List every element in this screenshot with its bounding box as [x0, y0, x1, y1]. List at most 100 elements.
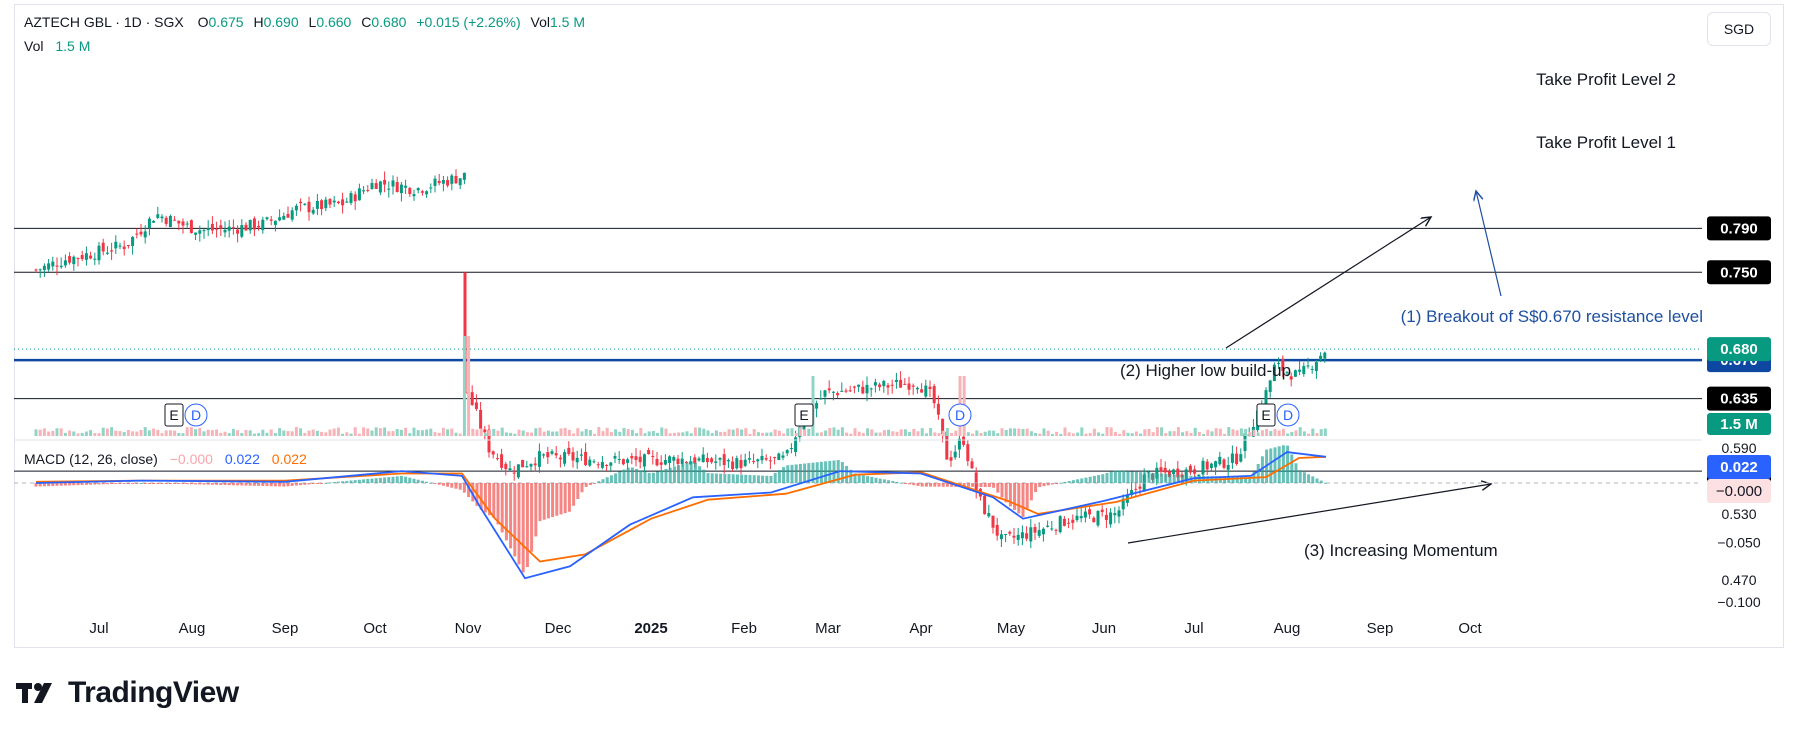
macd-legend-label[interactable]: MACD (12, 26, close) [24, 451, 158, 467]
pre-candle-4 [51, 256, 55, 271]
event-marker-0-1: D [184, 403, 208, 427]
post-candle-68 [752, 453, 756, 465]
volume-bar-53 [257, 433, 261, 436]
macd-hist-bar-120 [538, 483, 542, 522]
macd-hist-bar-207 [903, 483, 907, 484]
volume-bar-106 [479, 428, 483, 436]
event-marker-1-0: E [794, 403, 814, 427]
post-candle-148 [1088, 505, 1092, 519]
post-candle-body-113 [941, 418, 945, 435]
pre-candle-53 [257, 220, 261, 231]
post-candle-body-143 [1067, 522, 1071, 524]
tradingview-logo-icon [16, 683, 52, 703]
volume-legend-label[interactable]: Vol [24, 38, 44, 54]
chart-frame[interactable] [14, 4, 1784, 648]
low-value: 0.660 [316, 14, 352, 30]
macd-hist-bar-292 [1260, 456, 1264, 483]
volume-bar-99 [450, 428, 454, 436]
pre-candle-86 [395, 176, 399, 193]
volume-bar-191 [836, 429, 840, 436]
volume-bar-275 [1189, 432, 1193, 436]
post-candle-104 [903, 378, 907, 385]
macd-hist-bar-49 [240, 483, 244, 486]
macd-hist-bar-306 [1319, 480, 1323, 483]
symbol-label[interactable]: AZTECH GBL · 1D · SGX [24, 14, 184, 30]
volume-bar-304 [1311, 428, 1315, 436]
volume-bar-301 [1298, 427, 1302, 436]
macd-hist-bar-75 [349, 480, 353, 483]
currency-button[interactable]: SGD [1707, 12, 1771, 46]
volume-bar-181 [794, 432, 798, 436]
macd-signal-line [35, 455, 1327, 563]
post-candle-body-156 [1121, 498, 1125, 510]
volume-bar-39 [198, 427, 202, 436]
macd-hist-bar-171 [752, 475, 756, 483]
post-candle-203 [1319, 352, 1323, 363]
volume-bar-173 [761, 432, 765, 436]
post-candle-127 [999, 530, 1003, 548]
post-candle-body-133 [1025, 533, 1029, 539]
volume-bar-17 [105, 428, 109, 436]
post-candle-body-105 [907, 383, 911, 390]
pre-candle-17 [105, 246, 109, 255]
post-candle-200 [1306, 357, 1310, 369]
post-candle-10 [508, 460, 512, 471]
post-candle-196 [1289, 372, 1293, 387]
macd-hist-bar-205 [895, 481, 899, 483]
macd-hist-bar-38 [194, 483, 198, 485]
pre-candle-21 [122, 240, 126, 256]
volume-bar-26 [143, 427, 147, 436]
post-candle-body-69 [756, 459, 760, 462]
pre-candle-61 [290, 207, 294, 222]
pre-candle-body-61 [290, 210, 294, 220]
volume-bar-93 [425, 429, 429, 436]
macd-hist-bar-195 [853, 473, 857, 483]
macd-hist-bar-251 [1088, 476, 1092, 483]
post-candle-102 [894, 372, 898, 389]
post-candle-body-124 [987, 513, 991, 517]
macd-hist-bar-92 [420, 480, 424, 483]
pre-candle-body-76 [353, 194, 357, 202]
volume-bar-247 [1071, 433, 1075, 436]
post-candle-body-193 [1277, 362, 1281, 364]
macd-hist-bar-233 [1013, 483, 1017, 510]
post-candle-135 [1033, 523, 1037, 540]
pre-candle-body-68 [320, 200, 324, 210]
volume-bar-239 [1038, 433, 1042, 436]
post-candle-body-192 [1272, 364, 1276, 382]
volume-bar-279 [1206, 429, 1210, 436]
macd-hist-bar-181 [794, 464, 798, 483]
post-candle-193 [1277, 357, 1281, 369]
macd-hist-bar-11 [80, 483, 84, 485]
macd-hist-bar-261 [1130, 471, 1134, 483]
macd-hist-bar-28 [152, 483, 156, 484]
post-candle-132 [1020, 525, 1024, 546]
pre-candle-78 [362, 186, 366, 195]
macd-hist-bar-103 [467, 483, 471, 498]
macd-hist-bar-86 [395, 476, 399, 483]
post-candle-body-16 [533, 463, 537, 466]
post-candle-151 [1100, 505, 1104, 517]
macd-hist-bar-124 [555, 483, 559, 516]
macd-hist-bar-266 [1151, 472, 1155, 483]
macd-hist-bar-177 [777, 470, 781, 483]
volume-bar-109 [492, 428, 496, 436]
pre-candle-88 [404, 179, 408, 194]
level-label-bg-1 [1707, 260, 1771, 285]
post-candle-body-168 [1172, 469, 1176, 475]
pre-candle-body-100 [454, 175, 458, 184]
pre-candle-body-53 [257, 225, 261, 228]
volume-bar-207 [903, 429, 907, 436]
tradingview-logo[interactable]: TradingView [16, 676, 239, 710]
post-candle-24 [567, 441, 571, 456]
pre-candle-27 [147, 216, 151, 236]
volume-bar-169 [744, 428, 748, 436]
post-candle-body-153 [1109, 512, 1113, 525]
pre-candle-body-96 [437, 180, 441, 184]
post-candle-body-178 [1214, 461, 1218, 468]
volume-bar-201 [878, 432, 882, 436]
macd-hist-bar-162 [714, 473, 718, 483]
volume-bar-125 [559, 428, 563, 436]
post-candle-body-118 [962, 436, 966, 445]
